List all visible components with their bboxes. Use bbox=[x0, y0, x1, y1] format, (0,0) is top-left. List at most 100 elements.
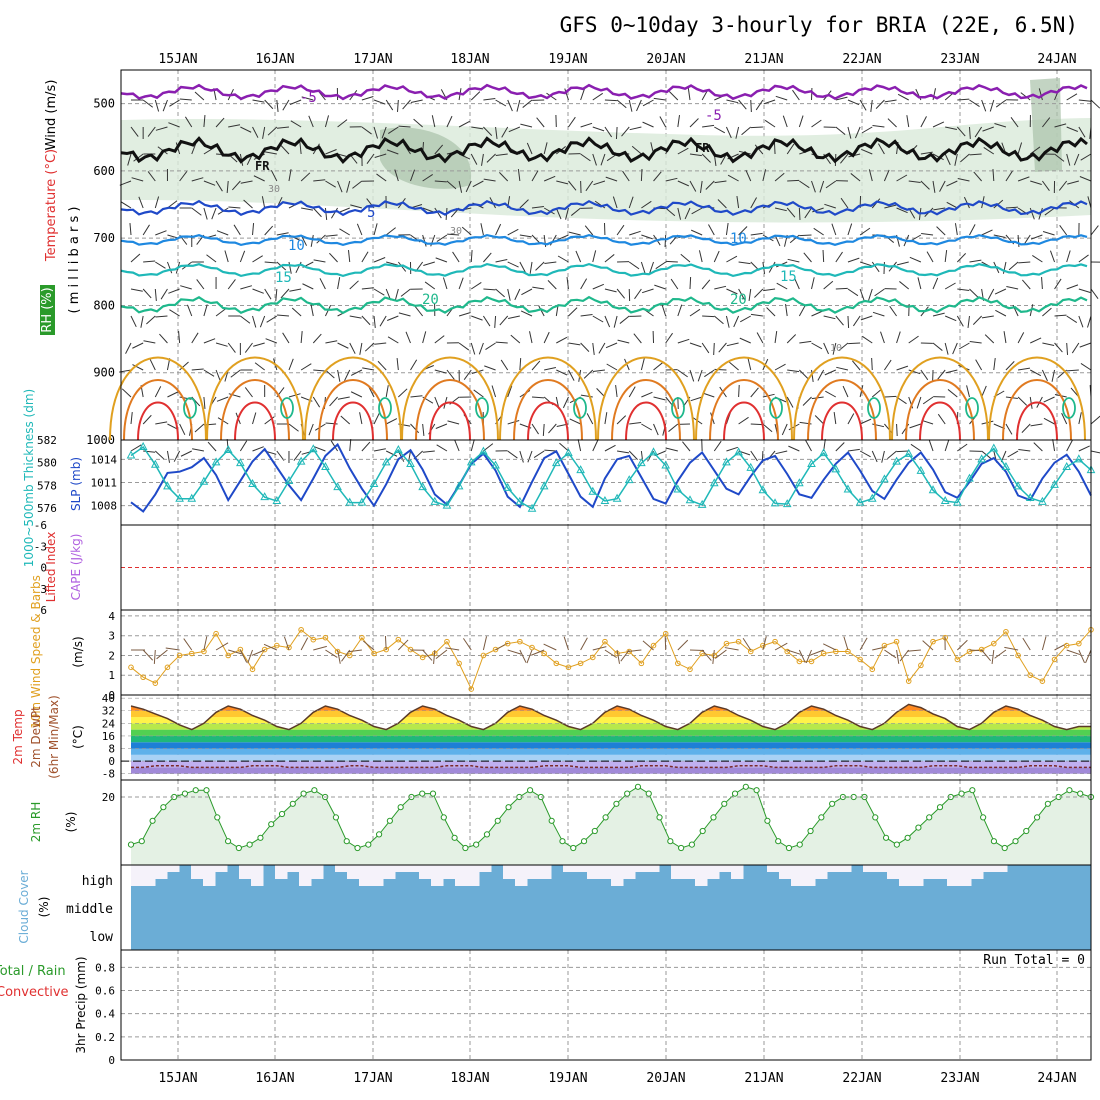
wind-barb bbox=[884, 204, 897, 209]
wind-barb bbox=[788, 445, 800, 452]
date-label-top: 21JAN bbox=[744, 52, 783, 67]
rh-marker bbox=[559, 838, 566, 845]
wind-barb bbox=[374, 153, 387, 158]
rh-marker bbox=[127, 841, 135, 848]
wind-barb bbox=[290, 120, 302, 128]
wind-barb bbox=[932, 312, 945, 317]
wind-barb bbox=[228, 124, 241, 128]
wind-barb bbox=[312, 333, 322, 344]
label-20: 20 bbox=[730, 292, 747, 308]
temp-tick: 16 bbox=[102, 730, 115, 743]
wind-barb bbox=[544, 261, 557, 264]
wind-barb bbox=[361, 126, 372, 135]
rh-marker bbox=[958, 790, 965, 797]
rh-marker bbox=[473, 841, 480, 848]
rh-marker bbox=[1033, 814, 1041, 821]
wind-barb bbox=[774, 363, 786, 371]
slp-marker bbox=[357, 497, 367, 506]
wind10-marker bbox=[966, 648, 973, 655]
wind10-line bbox=[130, 629, 1092, 691]
wind-barb bbox=[619, 315, 630, 324]
rh-marker bbox=[1077, 790, 1084, 797]
panel-frame bbox=[120, 949, 1092, 1061]
cloud-gap bbox=[239, 865, 252, 879]
temp-dome-contour bbox=[891, 356, 989, 441]
wind-barb bbox=[835, 251, 843, 263]
wind-barb bbox=[442, 277, 448, 290]
wind-barb bbox=[836, 366, 849, 371]
cloud-level-label: high bbox=[82, 874, 113, 889]
wind-barb bbox=[484, 365, 496, 371]
wind-barb bbox=[240, 285, 253, 290]
rh-marker bbox=[936, 804, 944, 811]
wind-barb bbox=[155, 421, 168, 425]
ylabel-precip-total: Total / Rain bbox=[0, 964, 66, 979]
wind-barb bbox=[872, 311, 885, 317]
wind-barb bbox=[349, 280, 359, 290]
wind-barb bbox=[203, 304, 208, 317]
temp-tick: 32 bbox=[102, 705, 115, 718]
wind-barb bbox=[659, 116, 667, 128]
wind-barb bbox=[714, 180, 727, 184]
wind-barb bbox=[398, 125, 411, 128]
wind-barb bbox=[431, 115, 436, 128]
wind-barb bbox=[859, 450, 871, 458]
slp-marker bbox=[150, 459, 160, 468]
wind-barb bbox=[1005, 170, 1013, 182]
wind10-marker bbox=[334, 648, 341, 655]
wind-barb bbox=[592, 126, 605, 132]
rh-marker bbox=[753, 787, 760, 794]
wind10-marker bbox=[492, 646, 499, 653]
wind10-marker bbox=[796, 658, 803, 665]
wind-barb bbox=[154, 288, 157, 301]
wind-barb bbox=[840, 153, 849, 164]
wind-barb bbox=[470, 249, 473, 263]
slp-marker bbox=[940, 495, 950, 505]
wind-barb bbox=[361, 251, 369, 263]
wind-barb bbox=[726, 342, 739, 347]
wind-barb bbox=[1054, 314, 1067, 317]
wind-barb bbox=[920, 369, 929, 381]
wind10-marker bbox=[723, 640, 730, 647]
wind-barb bbox=[604, 315, 611, 328]
wind-barb bbox=[280, 288, 290, 299]
wind-barb bbox=[1059, 224, 1068, 236]
wind-barb bbox=[458, 120, 470, 128]
cloud-gap bbox=[335, 865, 348, 872]
wind-barb bbox=[868, 288, 873, 301]
wind-barb bbox=[568, 369, 575, 381]
wind-barb bbox=[628, 450, 638, 460]
wind-barb bbox=[275, 288, 278, 301]
wind-barb bbox=[312, 396, 321, 408]
wind-barb bbox=[499, 315, 509, 326]
wind-barb bbox=[203, 396, 206, 409]
wind-barb bbox=[799, 369, 809, 379]
wind-barb bbox=[908, 180, 921, 183]
pressure-tick: 600 bbox=[93, 164, 115, 178]
wind-barb bbox=[613, 315, 618, 328]
wind-barb bbox=[413, 118, 423, 128]
wind-barb bbox=[928, 439, 934, 452]
wind10-barb bbox=[616, 649, 620, 664]
cloud-gap bbox=[899, 865, 912, 886]
wind-barb bbox=[180, 285, 192, 290]
wind-barb bbox=[329, 252, 338, 263]
date-label-bottom: 24JAN bbox=[1037, 1071, 1076, 1086]
wind-barb bbox=[592, 250, 597, 263]
wind-barb bbox=[708, 224, 715, 236]
wind-barb bbox=[835, 96, 848, 101]
wind-barb bbox=[252, 446, 264, 452]
wind-barb bbox=[507, 385, 513, 398]
wind-barb bbox=[825, 390, 837, 398]
wind-barb bbox=[921, 233, 934, 236]
rh-marker bbox=[667, 838, 674, 845]
wind-barb bbox=[400, 288, 411, 297]
wind10-barb bbox=[627, 649, 642, 652]
date-label-bottom: 17JAN bbox=[353, 1071, 392, 1086]
wind-barb bbox=[215, 342, 228, 347]
wind-barb bbox=[486, 153, 496, 163]
wind-barb bbox=[798, 115, 804, 128]
wind-barb bbox=[762, 423, 773, 433]
rh-marker bbox=[483, 831, 491, 838]
wind-barb bbox=[1043, 417, 1055, 425]
